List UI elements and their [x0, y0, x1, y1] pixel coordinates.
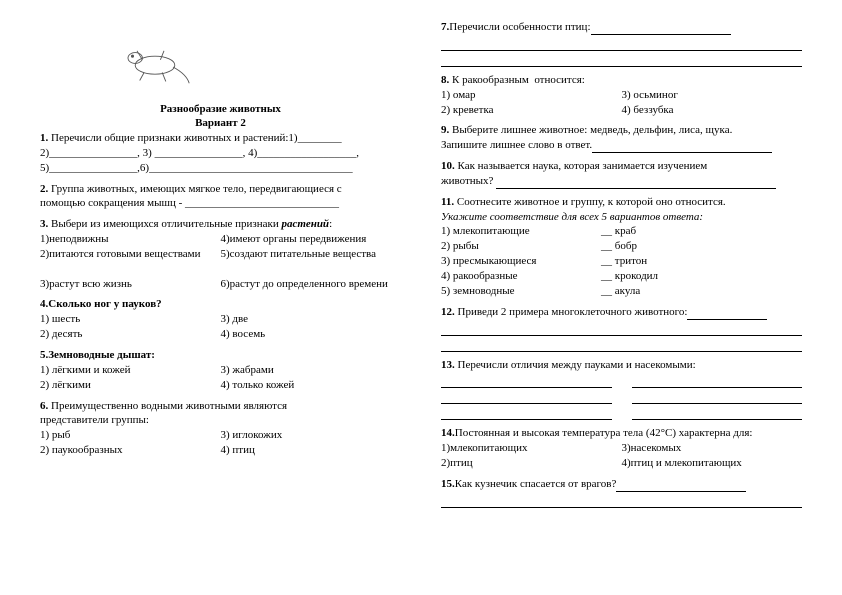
- q13-l1: [441, 374, 612, 388]
- q14-opt-4: 4)птиц и млекопитающих: [622, 456, 803, 471]
- q5-opt-3: 3) жабрами: [221, 363, 402, 378]
- q8-opt-2: 2) креветка: [441, 103, 622, 118]
- question-10: 10. Как называется наука, которая занима…: [441, 159, 802, 189]
- q6-opt-2: 2) паукообразных: [40, 443, 221, 458]
- left-column: Разнообразие животных Вариант 2 1. Переч…: [30, 20, 421, 575]
- q13-l2: [441, 390, 612, 404]
- q4-opt-2: 2) десять: [40, 327, 221, 342]
- q8-opt-1: 1) омар: [441, 88, 622, 103]
- q3-opt-5: 5)создают питательные вещества: [221, 247, 402, 262]
- q5-opt-2: 2) лёгкими: [40, 378, 221, 393]
- q3-opt-1: 1)неподвижны: [40, 232, 221, 247]
- question-12: 12. Приведи 2 примера многоклеточного жи…: [441, 305, 802, 352]
- q3-opt-2: 2)питаются готовыми веществами: [40, 247, 221, 262]
- q6-opt-1: 1) рыб: [40, 428, 221, 443]
- q11-l1: 1) млекопитающие: [441, 224, 601, 239]
- q14-opt-3: 3)насекомых: [622, 441, 803, 456]
- question-15: 15.Как кузнечик спасается от врагов?: [441, 477, 802, 508]
- q4-opt-3: 3) две: [221, 312, 402, 327]
- q11-l5: 5) земноводные: [441, 284, 601, 299]
- question-13: 13. Перечисли отличия между пауками и на…: [441, 358, 802, 421]
- question-14: 14.Постоянная и высокая температура тела…: [441, 426, 802, 471]
- q5-prompt: 5.Земноводные дышат:: [40, 348, 401, 363]
- question-11: 11. Соотнесите животное и группу, к кото…: [441, 195, 802, 299]
- question-4: 4.Сколько ног у пауков? 1) шесть 2) деся…: [40, 297, 401, 342]
- q13-r2: [632, 390, 803, 404]
- q5-opt-1: 1) лёгкими и кожей: [40, 363, 221, 378]
- q6-opt-4: 4) птиц: [221, 443, 402, 458]
- q3-opt-3: 3)растут всю жизнь: [40, 277, 221, 292]
- q4-opt-1: 1) шесть: [40, 312, 221, 327]
- q3-opt-4: 4)имеют органы передвижения: [221, 232, 402, 247]
- question-5: 5.Земноводные дышат: 1) лёгкими и кожей …: [40, 348, 401, 393]
- q15-blank-1: [441, 494, 802, 508]
- q12-blank-inline: [687, 309, 767, 320]
- q12-blank-2: [441, 338, 802, 352]
- question-9: 9. Выберите лишнее животное: медведь, де…: [441, 123, 802, 153]
- q11-r2: бобр: [601, 239, 637, 254]
- question-2: 2. Группа животных, имеющих мягкое тело,…: [40, 182, 401, 212]
- question-1: 1. Перечисли общие признаки животных и р…: [40, 131, 401, 176]
- q7-blank-inline: [591, 24, 731, 35]
- q14-opt-2: 2)птиц: [441, 456, 622, 471]
- q11-r3: тритон: [601, 254, 647, 269]
- q14-opt-1: 1)млекопитающих: [441, 441, 622, 456]
- q4-prompt: 4.Сколько ног у пауков?: [40, 297, 401, 312]
- q8-opt-4: 4) беззубка: [622, 103, 803, 118]
- q11-l3: 3) пресмыкающиеся: [441, 254, 601, 269]
- q11-l2: 2) рыбы: [441, 239, 601, 254]
- q7-blank-1: [441, 37, 802, 51]
- question-3: 3. Выбери из имеющихся отличительные при…: [40, 217, 401, 291]
- q13-r3: [632, 406, 803, 420]
- q13-l3: [441, 406, 612, 420]
- lizard-illustration: [110, 30, 200, 95]
- q7-blank-2: [441, 53, 802, 67]
- question-6: 6. Преимущественно водными животными явл…: [40, 399, 401, 458]
- q4-opt-4: 4) восемь: [221, 327, 402, 342]
- q11-r1: краб: [601, 224, 636, 239]
- q8-opt-3: 3) осьминог: [622, 88, 803, 103]
- right-column: 7.Перечисли особенности птиц: 8. К ракоо…: [421, 20, 812, 575]
- q6-opt-3: 3) иглокожих: [221, 428, 402, 443]
- q11-r4: крокодил: [601, 269, 658, 284]
- q3-opt-6: 6)растут до определенного времени: [221, 277, 402, 292]
- q11-instruction: Укажите соответствие для всех 5 варианто…: [441, 210, 802, 225]
- q12-blank-1: [441, 322, 802, 336]
- q5-opt-4: 4) только кожей: [221, 378, 402, 393]
- q15-blank-inline: [616, 481, 746, 492]
- q11-l4: 4) ракообразные: [441, 269, 601, 284]
- q7-prompt: Перечисли особенности птиц:: [449, 21, 590, 33]
- question-7: 7.Перечисли особенности птиц:: [441, 20, 802, 67]
- question-8: 8. К ракообразным относится: 1) омар 2) …: [441, 73, 802, 118]
- q9-blank: [592, 142, 772, 153]
- q3-keyword: растений: [282, 218, 330, 230]
- q11-r5: акула: [601, 284, 640, 299]
- q10-blank: [496, 178, 776, 189]
- q13-r1: [632, 374, 803, 388]
- worksheet-variant: Вариант 2: [40, 117, 401, 129]
- worksheet-title: Разнообразие животных: [40, 103, 401, 115]
